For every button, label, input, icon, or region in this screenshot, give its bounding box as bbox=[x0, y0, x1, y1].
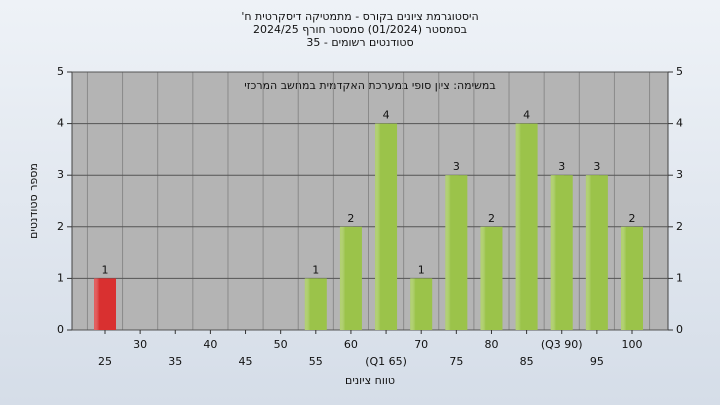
data-label: 3 bbox=[453, 160, 460, 173]
x-tick-label: 55 bbox=[309, 355, 323, 368]
chart-subtitle: בסמסטר (01/2024) סמסטר חורף 2024/25 bbox=[253, 23, 467, 36]
y2-tick-label: 3 bbox=[676, 168, 683, 181]
bar-shine bbox=[304, 278, 318, 330]
x-tick-label: 50 bbox=[274, 338, 288, 351]
data-label: 4 bbox=[523, 109, 530, 122]
data-label: 4 bbox=[383, 109, 390, 122]
bar-shine bbox=[621, 226, 635, 330]
bar-shine bbox=[550, 175, 564, 330]
annotation: במשימה: ציון סופי במערכת האקדמית במחשב ה… bbox=[244, 79, 495, 92]
x-tick-label: 75 bbox=[449, 355, 463, 368]
y2-tick-label: 2 bbox=[676, 220, 683, 233]
x-tick-label: 80 bbox=[484, 338, 498, 351]
y-tick-label: 5 bbox=[57, 65, 64, 78]
y2-tick-label: 0 bbox=[676, 323, 683, 336]
x-tick-label: 35 bbox=[168, 355, 182, 368]
chart-subtitle: סטודנטים רשומים - 35 bbox=[306, 36, 413, 49]
bar-shine bbox=[375, 123, 389, 330]
y2-tick-label: 5 bbox=[676, 65, 683, 78]
x-tick-label: (Q1 65) bbox=[365, 355, 407, 368]
x-tick-label: 100 bbox=[622, 338, 643, 351]
plot-area bbox=[71, 71, 669, 331]
data-label: 2 bbox=[629, 212, 636, 225]
x-tick-label: 45 bbox=[239, 355, 253, 368]
data-label: 2 bbox=[347, 212, 354, 225]
data-label: 3 bbox=[558, 160, 565, 173]
x-tick-label: 25 bbox=[98, 355, 112, 368]
data-label: 1 bbox=[312, 263, 319, 276]
data-label: 1 bbox=[418, 263, 425, 276]
data-label: 3 bbox=[593, 160, 600, 173]
y2-tick-label: 1 bbox=[676, 271, 683, 284]
bar-shine bbox=[94, 278, 108, 330]
x-tick-label: (Q3 90) bbox=[541, 338, 583, 351]
x-tick-label: 85 bbox=[520, 355, 534, 368]
bar-shine bbox=[480, 226, 494, 330]
bar-shine bbox=[339, 226, 354, 330]
x-tick-label: 30 bbox=[133, 338, 147, 351]
y-tick-label: 4 bbox=[57, 117, 64, 130]
x-tick-label: 95 bbox=[590, 355, 604, 368]
x-tick-label: 60 bbox=[344, 338, 358, 351]
y-axis-label: מספר סטודנטים bbox=[27, 163, 40, 239]
bar-shine bbox=[515, 123, 529, 330]
data-label: 2 bbox=[488, 212, 495, 225]
data-label: 1 bbox=[102, 263, 109, 276]
y-tick-label: 0 bbox=[57, 323, 64, 336]
bar-shine bbox=[410, 278, 424, 330]
y2-tick-label: 4 bbox=[676, 117, 683, 130]
y-tick-label: 2 bbox=[57, 220, 64, 233]
x-axis-label: טווח ציונים bbox=[345, 374, 395, 387]
bar-shine bbox=[445, 175, 459, 330]
chart-title: היסטוגרמת ציונים בקורס - מתמטיקה דיסקרטי… bbox=[241, 10, 478, 23]
y-tick-label: 3 bbox=[57, 168, 64, 181]
y-tick-label: 1 bbox=[57, 271, 64, 284]
x-tick-label: 40 bbox=[203, 338, 217, 351]
bar-shine bbox=[585, 175, 600, 330]
x-tick-label: 70 bbox=[414, 338, 428, 351]
